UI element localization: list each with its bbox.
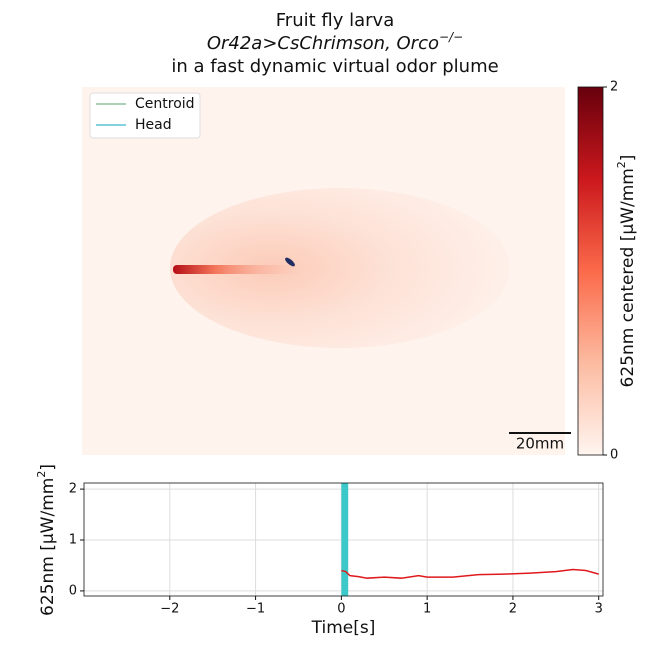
x-tick-label: 0 [337,602,345,617]
plume [170,188,510,348]
colorbar [577,86,604,456]
y-tick-label: 1 [69,533,77,548]
y-tick-label: 0 [69,583,77,598]
x-tick-label: 2 [509,602,517,617]
legend-label: Centroid [135,96,195,112]
title-line-part: Fruit fly larva [276,10,394,31]
title-line: Fruit fly larva [276,10,394,31]
colorbar-label-part: 2 [615,161,628,168]
y-axis-label-part: ] [38,464,58,471]
colorbar-label: 625nm centered [μW/mm2] [615,155,639,388]
y-axis-label-part: 2 [35,471,48,478]
title-line: in a fast dynamic virtual odor plume [171,56,498,77]
y-tick-label: 2 [69,482,77,497]
x-axis-label: Time[s] [311,618,376,638]
x-tick-label: −2 [160,602,179,617]
scale-bar-label: 20mm [516,435,564,453]
y-axis-label-part: 625nm [μW/mm [38,478,58,616]
x-tick-label: 3 [595,602,603,617]
title-line-part: −/− [439,30,463,44]
data-line [341,568,599,579]
legend-label: Head [135,117,172,133]
y-axis-label: 625nm [μW/mm2] [35,464,59,616]
title-line-part: Or42a>CsChrimson, Orco [207,33,439,54]
colorbar-label-part: 625nm centered [μW/mm [618,168,638,387]
colorbar-label-part: ] [618,155,638,162]
plume-core [173,265,313,274]
x-tick-label: −1 [246,602,265,617]
colorbar-tick-label: 0 [610,448,618,463]
x-tick-label: 1 [423,602,431,617]
stimulus-span [341,483,349,596]
title-line: Or42a>CsChrimson, Orco−/− [207,30,463,55]
larva [285,257,295,267]
plot-frame [83,482,604,597]
title-line-part: in a fast dynamic virtual odor plume [171,56,498,77]
colorbar-tick-label: 2 [610,80,618,95]
